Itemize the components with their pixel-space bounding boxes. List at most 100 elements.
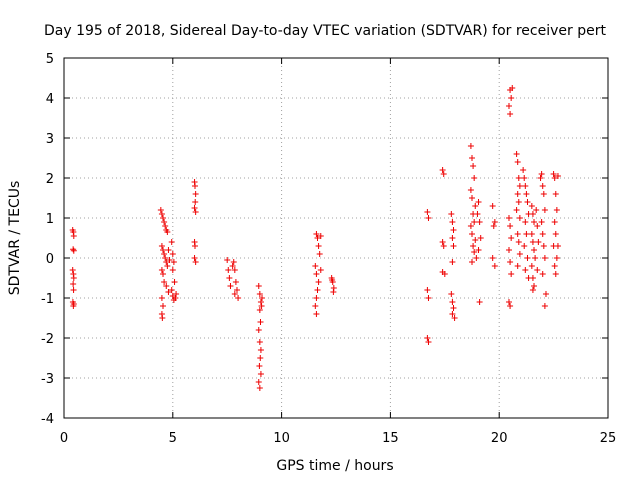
data-point <box>192 199 199 205</box>
data-point <box>522 219 529 225</box>
data-point <box>69 267 76 273</box>
data-point <box>191 205 198 211</box>
data-point <box>160 247 167 253</box>
y-tick-label: 2 <box>46 172 54 187</box>
data-point <box>163 283 170 289</box>
data-point <box>227 283 234 289</box>
data-point <box>531 247 538 253</box>
data-point <box>537 175 544 181</box>
data-point <box>164 263 171 269</box>
data-point <box>470 163 477 169</box>
data-point <box>168 287 175 293</box>
data-point <box>231 291 238 297</box>
data-point <box>551 175 558 181</box>
data-point <box>540 243 547 249</box>
data-point <box>489 203 496 209</box>
data-point <box>70 275 77 281</box>
data-point <box>521 175 528 181</box>
data-point <box>451 315 458 321</box>
data-point <box>229 263 236 269</box>
data-point <box>523 231 530 237</box>
data-point <box>255 327 262 333</box>
y-tick-label: -2 <box>41 332 54 347</box>
y-tick-label: -1 <box>41 292 54 307</box>
data-point <box>524 199 531 205</box>
data-point <box>469 259 475 265</box>
x-tick-label: 15 <box>382 431 399 446</box>
data-point <box>168 239 175 245</box>
data-point <box>449 259 456 265</box>
data-point <box>522 267 529 273</box>
data-point <box>173 291 180 297</box>
data-point <box>513 151 520 157</box>
data-point <box>505 215 512 221</box>
data-point <box>158 267 165 273</box>
data-point <box>539 231 546 237</box>
data-point <box>165 289 172 295</box>
data-point <box>529 211 536 217</box>
data-point <box>507 259 514 265</box>
data-point <box>313 231 320 237</box>
y-tick-label: 5 <box>46 52 54 67</box>
data-point <box>550 171 557 177</box>
data-point <box>315 279 322 285</box>
data-point <box>314 235 321 241</box>
data-point <box>235 295 242 301</box>
data-point <box>439 167 446 173</box>
data-point <box>192 209 199 215</box>
data-point <box>554 243 561 249</box>
data-point <box>255 283 262 289</box>
data-point <box>330 289 337 295</box>
data-point <box>505 299 512 305</box>
x-tick-label: 0 <box>60 431 68 446</box>
data-point <box>533 207 540 213</box>
data-point <box>425 339 432 345</box>
data-point <box>467 223 474 229</box>
data-point <box>539 183 546 189</box>
data-point <box>528 203 535 209</box>
data-point <box>165 247 172 253</box>
data-point <box>450 227 457 233</box>
data-point <box>162 255 169 261</box>
data-point <box>191 255 198 261</box>
data-point <box>440 243 447 249</box>
x-tick-label: 10 <box>273 431 290 446</box>
data-point <box>162 223 169 229</box>
data-point <box>256 385 263 391</box>
data-point <box>538 219 545 225</box>
data-point <box>469 155 475 161</box>
data-point <box>160 303 167 309</box>
x-tick-label: 5 <box>169 431 177 446</box>
data-point <box>192 259 199 265</box>
data-point <box>553 255 560 261</box>
data-point <box>225 267 232 273</box>
y-tick-labels: -4 -3 -2 -1 0 1 2 3 4 5 <box>41 52 54 427</box>
data-point <box>449 299 456 305</box>
data-point <box>449 219 456 225</box>
data-point <box>70 247 77 254</box>
data-point <box>514 159 521 165</box>
data-point <box>230 259 237 265</box>
data-point <box>471 175 478 181</box>
data-point <box>256 291 263 297</box>
data-point <box>515 239 522 245</box>
data-point <box>257 319 264 325</box>
data-point <box>255 379 262 385</box>
y-tick-label: 0 <box>46 252 54 267</box>
y-tick-label: 4 <box>46 92 54 107</box>
data-point <box>314 287 321 293</box>
data-point <box>475 247 482 253</box>
y-tick-label: -3 <box>41 372 54 387</box>
data-point <box>313 295 320 301</box>
data-point <box>450 243 457 249</box>
data-point <box>158 211 165 217</box>
data-point <box>440 171 447 177</box>
data-point <box>491 219 498 225</box>
y-tick-label: -4 <box>41 412 54 427</box>
data-point <box>232 279 239 285</box>
data-point <box>317 267 324 273</box>
data-point <box>528 231 535 237</box>
chart-title: Day 195 of 2018, Sidereal Day-to-day VTE… <box>44 23 606 39</box>
data-point <box>514 263 521 269</box>
